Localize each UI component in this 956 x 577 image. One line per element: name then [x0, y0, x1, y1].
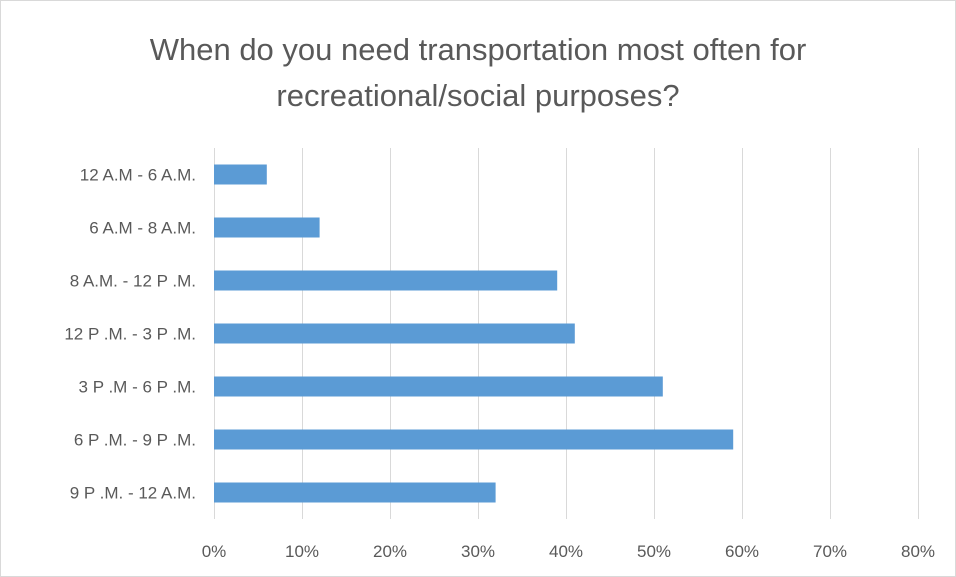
category-label: 6 A.M - 8 A.M. — [89, 219, 196, 238]
x-tick-label: 10% — [285, 542, 319, 561]
bar-6 — [214, 482, 496, 503]
x-tick-label: 0% — [202, 542, 227, 561]
category-label: 3 P .M - 6 P .M. — [79, 378, 196, 397]
x-tick-label: 80% — [901, 542, 935, 561]
chart-title-line-2: recreational/social purposes? — [276, 78, 680, 113]
x-tick-label: 70% — [813, 542, 847, 561]
x-tick-label: 40% — [549, 542, 583, 561]
bar-0 — [214, 164, 267, 185]
x-tick-label: 30% — [461, 542, 495, 561]
category-label: 8 A.M. - 12 P .M. — [70, 272, 196, 291]
chart-title-line-1: When do you need transportation most oft… — [149, 32, 807, 67]
x-tick-label: 50% — [637, 542, 671, 561]
category-label: 12 P .M. - 3 P .M. — [64, 325, 196, 344]
bar-4 — [214, 376, 663, 397]
bar-1 — [214, 217, 320, 238]
chart-title: When do you need transportation most oft… — [1, 27, 955, 119]
category-label: 6 P .M. - 9 P .M. — [74, 431, 196, 450]
category-label: 9 P .M. - 12 A.M. — [70, 484, 196, 503]
x-tick-label: 60% — [725, 542, 759, 561]
x-tick-label: 20% — [373, 542, 407, 561]
bar-2 — [214, 270, 558, 291]
bar-3 — [214, 323, 575, 344]
bar-5 — [214, 429, 734, 450]
category-label: 12 A.M - 6 A.M. — [80, 166, 196, 185]
